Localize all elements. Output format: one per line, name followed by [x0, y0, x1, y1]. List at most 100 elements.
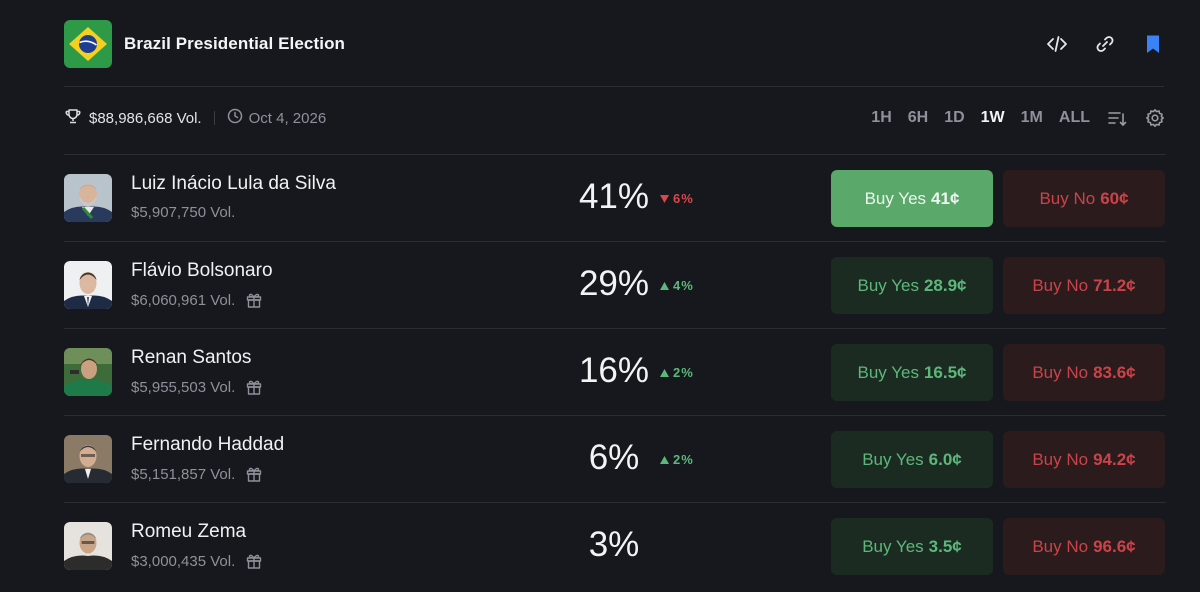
candidate-name: Flávio Bolsonaro [131, 260, 273, 281]
buy-yes-button[interactable]: Buy Yes 3.5¢ [831, 518, 993, 575]
candidate-volume: $5,151,857 Vol. [131, 465, 236, 483]
range-1h[interactable]: 1H [871, 109, 892, 126]
candidate-volume: $5,907,750 Vol. [131, 204, 236, 221]
buy-no-button[interactable]: Buy No 96.6¢ [1003, 518, 1165, 575]
buy-no-price: 94.2¢ [1093, 449, 1136, 469]
change-value: 2% [673, 365, 694, 380]
buy-no-price: 83.6¢ [1093, 362, 1136, 382]
buy-no-price: 71.2¢ [1093, 275, 1136, 295]
range-6h[interactable]: 6H [907, 109, 929, 126]
buy-no-label: Buy No [1039, 188, 1096, 208]
candidate-volume: $5,955,503 Vol. [131, 378, 236, 396]
buy-no-price: 96.6¢ [1093, 536, 1136, 556]
candidate-avatar [64, 522, 112, 570]
buy-no-button[interactable]: Buy No 94.2¢ [1003, 431, 1165, 488]
buy-no-label: Buy No [1032, 536, 1089, 556]
candidate-row[interactable]: Flávio Bolsonaro $6,060,961 Vol. 29% 4% … [64, 241, 1166, 328]
bookmark-icon[interactable] [1142, 33, 1164, 55]
code-icon[interactable] [1046, 33, 1068, 55]
candidate-volume-line: $5,151,857 Vol. [131, 465, 263, 483]
candidate-probability: 41% [578, 177, 650, 216]
gift-icon[interactable] [245, 378, 263, 396]
brazil-flag-icon [64, 20, 112, 68]
candidate-row[interactable]: Renan Santos $5,955,503 Vol. 16% 2% Buy … [64, 328, 1166, 415]
total-volume: $88,986,668 Vol. [89, 109, 202, 127]
buy-no-button[interactable]: Buy No 71.2¢ [1003, 257, 1165, 314]
buy-yes-price: 28.9¢ [923, 275, 967, 295]
candidate-name: Romeu Zema [131, 521, 247, 542]
clock-icon [227, 108, 243, 128]
gift-icon[interactable] [245, 465, 263, 483]
candidate-volume-line: $3,000,435 Vol. [131, 552, 263, 570]
candidate-avatar [64, 174, 112, 222]
range-1w[interactable]: 1W [980, 109, 1005, 126]
candidate-name: Renan Santos [131, 347, 252, 368]
candidate-probability: 6% [588, 438, 640, 477]
buy-yes-label: Buy Yes [857, 362, 919, 382]
candidate-probability: 16% [578, 351, 650, 390]
candidate-volume: $3,000,435 Vol. [131, 552, 236, 570]
triangle-up-icon [660, 368, 669, 377]
header-divider [64, 86, 1164, 87]
buy-yes-price: 41¢ [931, 188, 960, 208]
range-all[interactable]: ALL [1058, 109, 1090, 126]
range-1d[interactable]: 1D [944, 109, 965, 126]
buy-yes-label: Buy Yes [857, 275, 919, 295]
time-range-selector: 1H 6H 1D 1W 1M ALL [855, 107, 1166, 129]
probability-change: 2% [660, 365, 694, 380]
market-meta-bar: $88,986,668 Vol. Oct 4, 2026 1H 6H 1D 1W… [64, 104, 1166, 132]
probability-change: 6% [660, 191, 694, 206]
triangle-up-icon [660, 455, 669, 464]
candidate-list: Luiz Inácio Lula da Silva $5,907,750 Vol… [64, 154, 1166, 589]
sort-icon[interactable] [1106, 107, 1128, 129]
triangle-up-icon [660, 281, 669, 290]
buy-no-label: Buy No [1032, 275, 1089, 295]
range-1m[interactable]: 1M [1020, 109, 1043, 126]
change-value: 4% [673, 278, 694, 293]
buy-no-price: 60¢ [1100, 188, 1129, 208]
buy-yes-button[interactable]: Buy Yes 16.5¢ [831, 344, 993, 401]
change-value: 2% [673, 452, 694, 467]
candidate-row[interactable]: Fernando Haddad $5,151,857 Vol. 6% 2% Bu… [64, 415, 1166, 502]
buy-yes-button[interactable]: Buy Yes 41¢ [831, 170, 993, 227]
buy-yes-price: 16.5¢ [923, 362, 967, 382]
meta-separator [213, 111, 215, 125]
candidate-avatar [64, 435, 112, 483]
candidate-name: Luiz Inácio Lula da Silva [131, 173, 336, 194]
market-meta: $88,986,668 Vol. Oct 4, 2026 [64, 107, 326, 129]
candidate-volume-line: $5,907,750 Vol. [131, 204, 235, 221]
buy-no-label: Buy No [1032, 449, 1089, 469]
candidate-avatar [64, 261, 112, 309]
probability-change: 2% [660, 452, 694, 467]
header-actions [1046, 33, 1164, 55]
buy-yes-label: Buy Yes [864, 188, 927, 208]
candidate-probability: 29% [578, 264, 650, 303]
buy-no-button[interactable]: Buy No 60¢ [1003, 170, 1165, 227]
market-title: Brazil Presidential Election [124, 34, 346, 53]
gift-icon[interactable] [245, 552, 263, 570]
settings-gear-icon[interactable] [1144, 107, 1166, 129]
candidate-probability: 3% [588, 525, 640, 564]
change-value: 6% [673, 191, 694, 206]
candidate-volume-line: $6,060,961 Vol. [131, 291, 263, 309]
candidate-name: Fernando Haddad [131, 434, 285, 455]
triangle-down-icon [660, 194, 669, 203]
end-date: Oct 4, 2026 [248, 109, 327, 127]
buy-yes-label: Buy Yes [862, 449, 924, 469]
candidate-avatar [64, 348, 112, 396]
trophy-icon [64, 107, 82, 129]
candidate-volume: $6,060,961 Vol. [131, 291, 236, 309]
buy-yes-button[interactable]: Buy Yes 6.0¢ [831, 431, 993, 488]
gift-icon[interactable] [245, 291, 263, 309]
buy-yes-label: Buy Yes [862, 536, 924, 556]
market-header: Brazil Presidential Election [64, 20, 1164, 68]
candidate-row[interactable]: Luiz Inácio Lula da Silva $5,907,750 Vol… [64, 154, 1166, 241]
buy-no-button[interactable]: Buy No 83.6¢ [1003, 344, 1165, 401]
probability-change: 4% [660, 278, 694, 293]
candidate-volume-line: $5,955,503 Vol. [131, 378, 263, 396]
link-icon[interactable] [1094, 33, 1116, 55]
buy-yes-button[interactable]: Buy Yes 28.9¢ [831, 257, 993, 314]
candidate-row[interactable]: Romeu Zema $3,000,435 Vol. 3% Buy Yes 3.… [64, 502, 1166, 589]
buy-no-label: Buy No [1032, 362, 1089, 382]
